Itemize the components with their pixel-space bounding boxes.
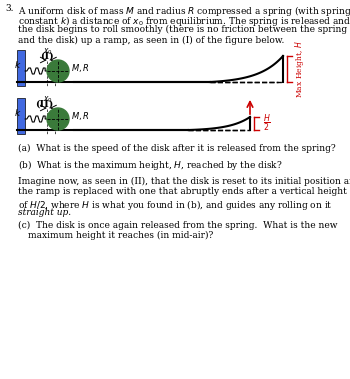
Text: $x_0$: $x_0$ — [43, 94, 53, 105]
Text: $M, R$: $M, R$ — [71, 62, 90, 74]
Text: (a)  What is the speed of the disk after it is released from the spring?: (a) What is the speed of the disk after … — [18, 144, 336, 153]
Text: (I): (I) — [40, 52, 54, 61]
Text: straight up.: straight up. — [18, 208, 71, 217]
Text: $k$: $k$ — [14, 108, 22, 119]
Text: (c)  The disk is once again released from the spring.  What is the new: (c) The disk is once again released from… — [18, 221, 337, 230]
Text: 3.: 3. — [5, 4, 14, 13]
Text: and the disk) up a ramp, as seen in (I) of the figure below.: and the disk) up a ramp, as seen in (I) … — [18, 36, 284, 45]
Text: $x_0$: $x_0$ — [43, 47, 53, 57]
Text: the ramp is replaced with one that abruptly ends after a vertical height: the ramp is replaced with one that abrup… — [18, 187, 347, 196]
Text: $\frac{H}{2}$: $\frac{H}{2}$ — [263, 113, 271, 134]
Circle shape — [47, 60, 69, 82]
Circle shape — [47, 108, 69, 130]
Text: (II): (II) — [35, 100, 53, 109]
Bar — [17, 50, 25, 86]
Text: the disk begins to roll smoothly (there is no friction between the spring: the disk begins to roll smoothly (there … — [18, 25, 347, 34]
Bar — [17, 98, 25, 134]
Text: $k$: $k$ — [14, 60, 22, 70]
Text: constant $k$) a distance of $x_0$ from equilibrium. The spring is released and: constant $k$) a distance of $x_0$ from e… — [18, 14, 350, 28]
Text: Max Height, $H$: Max Height, $H$ — [293, 40, 306, 98]
Text: A uniform disk of mass $M$ and radius $R$ compressed a spring (with spring: A uniform disk of mass $M$ and radius $R… — [18, 4, 350, 18]
Text: of $H/2$, where $H$ is what you found in (b), and guides any rolling on it: of $H/2$, where $H$ is what you found in… — [18, 197, 332, 211]
Text: maximum height it reaches (in mid-air)?: maximum height it reaches (in mid-air)? — [28, 231, 213, 240]
Text: $M, R$: $M, R$ — [71, 110, 90, 122]
Text: Imagine now, as seen in (II), that the disk is reset to its initial position and: Imagine now, as seen in (II), that the d… — [18, 177, 350, 186]
Text: (b)  What is the maximum height, $H$, reached by the disk?: (b) What is the maximum height, $H$, rea… — [18, 158, 282, 172]
